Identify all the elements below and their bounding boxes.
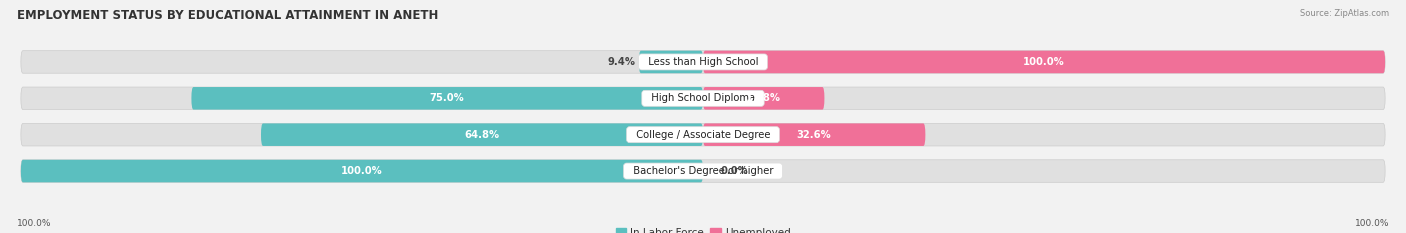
Text: 100.0%: 100.0% [342, 166, 382, 176]
Text: High School Diploma: High School Diploma [645, 93, 761, 103]
Text: Source: ZipAtlas.com: Source: ZipAtlas.com [1301, 9, 1389, 18]
FancyBboxPatch shape [21, 87, 1385, 110]
FancyBboxPatch shape [21, 123, 1385, 146]
Text: 32.6%: 32.6% [797, 130, 831, 140]
FancyBboxPatch shape [191, 87, 703, 110]
FancyBboxPatch shape [262, 123, 703, 146]
FancyBboxPatch shape [21, 51, 1385, 73]
Text: 17.8%: 17.8% [747, 93, 782, 103]
FancyBboxPatch shape [21, 160, 1385, 182]
FancyBboxPatch shape [703, 87, 824, 110]
Text: 64.8%: 64.8% [464, 130, 499, 140]
Text: 100.0%: 100.0% [1024, 57, 1064, 67]
FancyBboxPatch shape [638, 51, 703, 73]
Text: 75.0%: 75.0% [430, 93, 464, 103]
Text: 100.0%: 100.0% [1354, 219, 1389, 228]
Text: College / Associate Degree: College / Associate Degree [630, 130, 776, 140]
Text: Less than High School: Less than High School [641, 57, 765, 67]
FancyBboxPatch shape [21, 160, 703, 182]
Legend: In Labor Force, Unemployed: In Labor Force, Unemployed [612, 224, 794, 233]
Text: 9.4%: 9.4% [607, 57, 636, 67]
Text: Bachelor's Degree or higher: Bachelor's Degree or higher [627, 166, 779, 176]
Text: 100.0%: 100.0% [17, 219, 52, 228]
Text: 0.0%: 0.0% [720, 166, 748, 176]
FancyBboxPatch shape [703, 51, 1385, 73]
Text: EMPLOYMENT STATUS BY EDUCATIONAL ATTAINMENT IN ANETH: EMPLOYMENT STATUS BY EDUCATIONAL ATTAINM… [17, 9, 439, 22]
FancyBboxPatch shape [703, 123, 925, 146]
